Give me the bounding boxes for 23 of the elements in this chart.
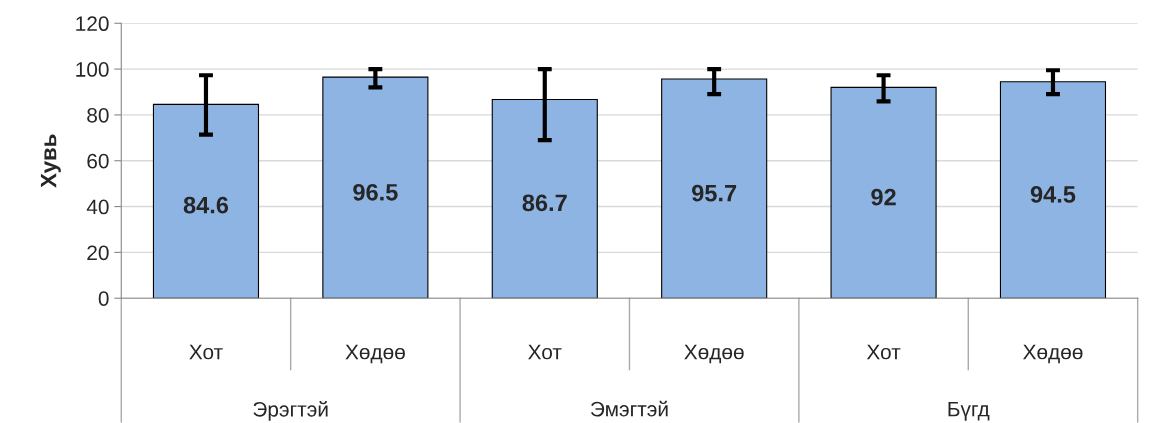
x-tick-label: Хөдөө bbox=[345, 344, 405, 364]
data-label: 96.5 bbox=[353, 183, 398, 201]
x-tick-label: Хөдөө bbox=[1023, 344, 1083, 364]
y-tick-label: 60 bbox=[87, 153, 109, 169]
y-axis-title: Хувь bbox=[40, 134, 61, 188]
data-label: 84.6 bbox=[183, 196, 229, 214]
y-tick-label: 80 bbox=[87, 107, 109, 123]
text: Бүгд bbox=[948, 402, 990, 421]
data-label: 86.7 bbox=[522, 194, 567, 212]
y-tick-label: 100 bbox=[76, 62, 109, 77]
y-tick-label: 120 bbox=[76, 16, 109, 32]
text: Эмэгтэй bbox=[590, 400, 668, 417]
data-label: 94.5 bbox=[1030, 186, 1076, 203]
y-tick-label: 20 bbox=[87, 245, 109, 261]
x-tick-label: Хот bbox=[866, 344, 901, 360]
y-tick-label: 0 bbox=[98, 291, 109, 306]
x-tick-label: Хот bbox=[528, 344, 562, 360]
text: Эрэгтэй bbox=[253, 401, 328, 421]
x-tick-label: Хөдөө bbox=[684, 344, 744, 364]
y-tick-label: 40 bbox=[86, 199, 109, 215]
data-label: 92 bbox=[871, 188, 896, 206]
data-label: 95.7 bbox=[692, 184, 737, 202]
x-tick-label: Хот bbox=[189, 344, 223, 360]
